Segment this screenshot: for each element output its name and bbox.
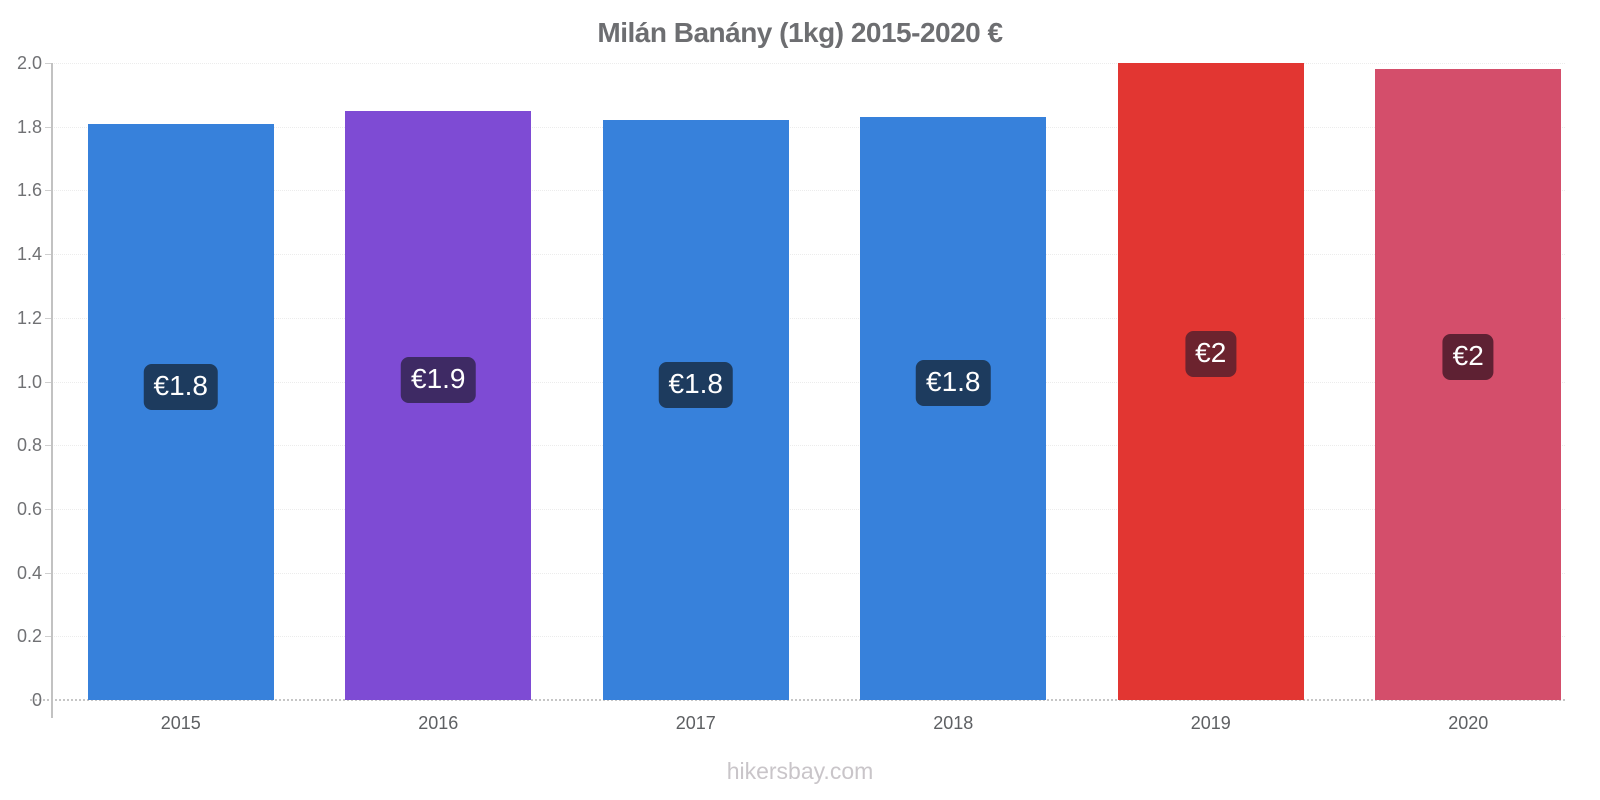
y-gridline [52, 63, 1565, 64]
x-axis-label-2016: 2016 [418, 713, 459, 733]
watermark-hikersbay: hikersbay.com [726, 758, 874, 784]
y-axis-tick [45, 190, 51, 192]
y-gridline [52, 381, 1565, 383]
bar-2015: €1.8 [87, 123, 274, 700]
y-axis-tick [45, 126, 51, 128]
bar-value-badge-2020: €2 [1442, 334, 1494, 381]
y-axis-tick [45, 508, 51, 510]
y-axis-tick-label: 1.8 [16, 116, 42, 137]
y-gridline [52, 254, 1565, 256]
bar-value-badge-2016: €1.9 [401, 356, 476, 403]
y-axis-tick [45, 572, 51, 574]
y-axis-tick-label: 1.4 [16, 244, 42, 265]
bar-value-badge-2019: €2 [1185, 330, 1237, 377]
y-gridline [52, 190, 1565, 192]
y-axis-tick-label: 1.6 [16, 180, 42, 201]
y-axis-tick [45, 381, 51, 383]
bar-2020: €2 [1375, 69, 1562, 700]
y-axis-tick [45, 63, 51, 64]
y-gridline [52, 636, 1565, 638]
y-gridline [52, 572, 1565, 574]
bar-2018: €1.8 [860, 117, 1047, 700]
bar-value-badge-2015: €1.8 [143, 363, 218, 410]
y-axis-tick-label: 0.8 [16, 435, 42, 456]
x-axis-label-2020: 2020 [1448, 713, 1489, 733]
bar-2019: €2 [1117, 63, 1304, 700]
y-axis-tick-label: 0.6 [16, 498, 42, 519]
x-axis-label-2017: 2017 [675, 713, 716, 733]
x-axis-label-2019: 2019 [1190, 713, 1231, 733]
y-axis-line [51, 63, 53, 718]
y-gridline [52, 445, 1565, 447]
y-axis-tick-label: 1.2 [16, 307, 42, 328]
bar-value-badge-2017: €1.8 [658, 362, 733, 409]
y-gridline [52, 317, 1565, 319]
x-axis-label-2015: 2015 [160, 713, 201, 733]
chart-title: Milán Banány (1kg) 2015-2020 € [597, 17, 1003, 48]
y-axis-tick [45, 254, 51, 256]
x-axis-label-2018: 2018 [933, 713, 974, 733]
y-axis-tick [45, 636, 51, 638]
y-axis-tick-label: 0 [31, 690, 42, 710]
y-axis-tick-label: 1.0 [16, 371, 42, 392]
bar-value-badge-2018: €1.8 [916, 360, 991, 407]
y-axis-tick-label: 0.2 [16, 626, 42, 647]
y-gridline [52, 508, 1565, 510]
bar-2017: €1.8 [602, 120, 789, 700]
y-gridline [52, 126, 1565, 128]
bar-2016: €1.9 [345, 110, 532, 700]
y-axis-tick [45, 317, 51, 319]
y-axis-tick-label: 0.4 [16, 562, 42, 583]
y-axis-tick-label: 2.0 [16, 53, 42, 73]
x-axis-baseline [30, 699, 1565, 701]
y-axis-tick [45, 445, 51, 447]
